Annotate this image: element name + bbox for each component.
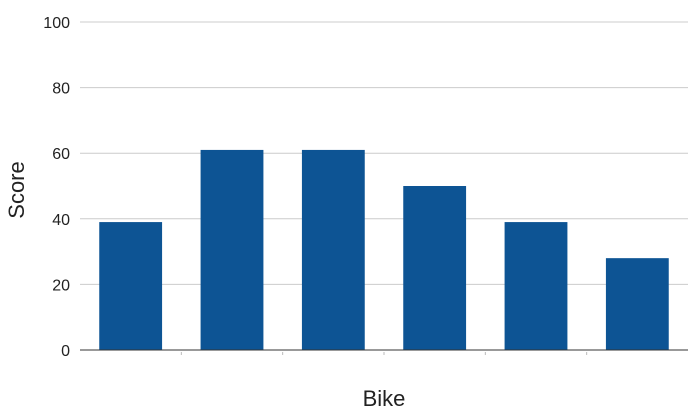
bar-3 [301,149,365,350]
y-tick-label-40: 40 [52,212,70,229]
bars [99,149,669,350]
y-tick-label-0: 0 [61,343,70,360]
x-axis-title: Bike [363,386,406,411]
axes [80,349,688,355]
y-tick-label-100: 100 [43,15,70,32]
y-tick-labels: 0 20 40 60 80 100 [43,15,70,360]
bar-2 [200,149,264,350]
y-tick-label-80: 80 [52,81,70,98]
y-tick-label-20: 20 [52,277,70,294]
bar-1 [99,222,163,350]
grid-lines [80,21,688,285]
bar-4 [403,186,467,350]
bar-6 [605,258,669,350]
bar-5 [504,222,568,350]
y-axis-title: Score [4,161,29,218]
y-tick-label-60: 60 [52,146,70,163]
